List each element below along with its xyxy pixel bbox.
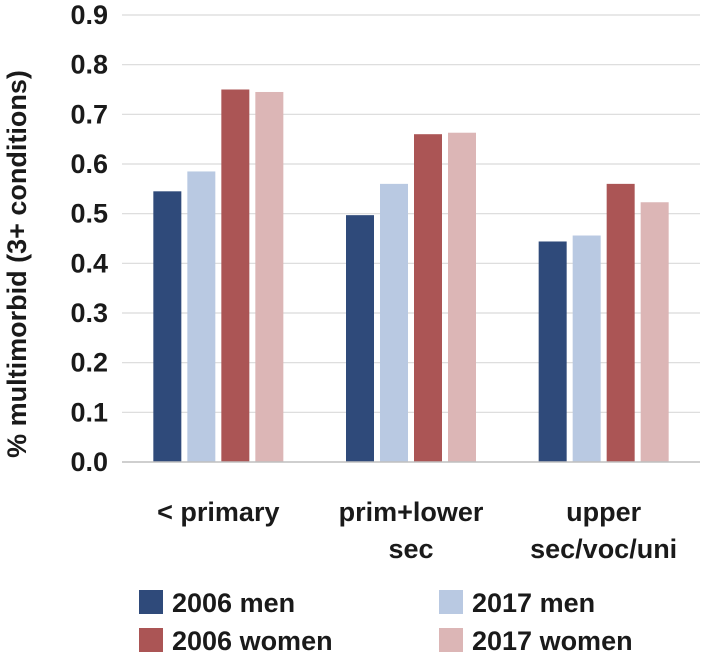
x-category-label: prim+lower (339, 497, 484, 527)
x-category-label: upper (566, 497, 641, 527)
y-tick-label: 0.5 (70, 199, 108, 229)
legend-swatch (139, 590, 163, 614)
axes: 0.0 0.1 0.2 0.3 0.4 0.5 0.6 0.7 0.8 0.9 < primary p… (70, 0, 700, 564)
bar-2017-women-0 (255, 91, 284, 462)
bar-2017-women-2 (640, 202, 669, 462)
bars (153, 89, 669, 463)
legend-label: 2017 women (472, 626, 633, 656)
legend: 2006 men 2017 men 2006 women 2017 women (139, 588, 633, 656)
x-category-label: sec (388, 534, 433, 564)
y-tick-label: 0.1 (70, 397, 108, 427)
legend-label: 2006 women (172, 626, 333, 656)
y-tick-label: 0.6 (70, 149, 108, 179)
bar-2006-men-2 (538, 241, 567, 462)
legend-label: 2017 men (472, 588, 595, 618)
bar-2017-men-1 (380, 183, 408, 462)
y-tick-label: 0.4 (70, 248, 108, 278)
y-tick-label: 0.7 (70, 99, 108, 129)
legend-swatch (139, 628, 163, 652)
y-tick-label: 0.2 (70, 348, 108, 378)
bar-2017-men-2 (572, 235, 601, 462)
x-category-label: < primary (157, 497, 279, 527)
gridlines (122, 14, 700, 413)
y-tick-label: 0.0 (70, 447, 108, 477)
legend-label: 2006 men (172, 588, 295, 618)
bar-2006-women-1 (414, 134, 442, 462)
bar-2006-women-0 (221, 89, 250, 462)
y-axis-title: % multimorbid (3+ conditions) (2, 70, 32, 458)
legend-swatch (439, 628, 463, 652)
legend-swatch (439, 590, 463, 614)
y-tick-label: 0.3 (70, 298, 108, 328)
bar-2017-women-1 (448, 132, 476, 462)
bar-2017-men-0 (187, 171, 216, 462)
y-tick-label: 0.8 (70, 50, 108, 80)
bar-2006-men-1 (346, 215, 374, 462)
y-tick-label: 0.9 (70, 0, 108, 30)
bar-2006-men-0 (153, 191, 182, 463)
bar-2006-women-2 (606, 183, 635, 462)
x-category-label: sec/voc/uni (530, 534, 677, 564)
